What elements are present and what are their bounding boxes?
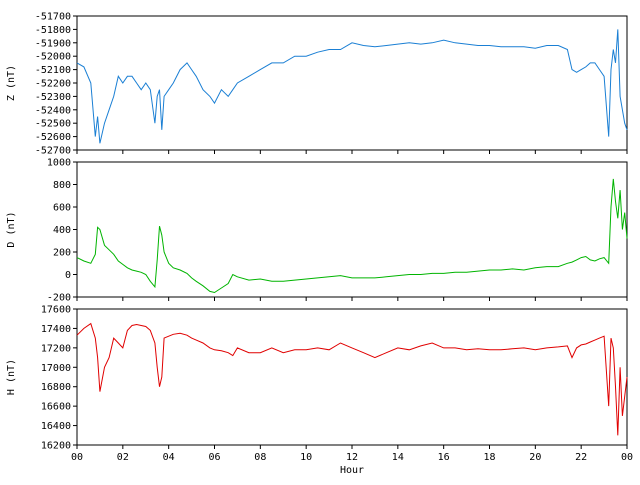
x-tick-label: 22 bbox=[575, 452, 587, 463]
h-ytick-label: 16200 bbox=[41, 441, 71, 452]
x-tick-label: 04 bbox=[163, 452, 175, 463]
z-ylabel: Z (nT) bbox=[6, 65, 17, 101]
x-tick-label: 00 bbox=[621, 452, 633, 463]
z-ytick-label: -51700 bbox=[35, 12, 71, 23]
h-panel-frame bbox=[76, 308, 628, 446]
z-ytick-label: -52500 bbox=[35, 119, 71, 130]
x-axis-label: Hour bbox=[340, 465, 364, 476]
h-ytick-label: 17000 bbox=[41, 363, 71, 374]
h-ytick-label: 16400 bbox=[41, 421, 71, 432]
z-ytick-label: -51900 bbox=[35, 38, 71, 49]
d-series-line bbox=[76, 178, 628, 294]
x-tick-label: 14 bbox=[392, 452, 404, 463]
x-tick-label: 06 bbox=[208, 452, 220, 463]
d-ylabel: D (nT) bbox=[6, 211, 17, 247]
d-ytick-label: 400 bbox=[53, 225, 71, 236]
z-ytick-label: -52000 bbox=[35, 52, 71, 63]
x-tick-label: 16 bbox=[438, 452, 450, 463]
x-tick-label: 00 bbox=[71, 452, 83, 463]
d-ytick-label: 1000 bbox=[47, 158, 71, 169]
d-ytick-label: -200 bbox=[47, 293, 71, 304]
d-ytick-label: 200 bbox=[53, 248, 71, 259]
z-ytick-label: -52300 bbox=[35, 92, 71, 103]
x-tick-label: 12 bbox=[346, 452, 358, 463]
h-ytick-label: 17600 bbox=[41, 305, 71, 316]
h-series-line bbox=[76, 322, 628, 436]
x-tick-label: 10 bbox=[300, 452, 312, 463]
z-ytick-label: -51800 bbox=[35, 25, 71, 36]
z-ytick-label: -52700 bbox=[35, 146, 71, 157]
d-ytick-label: 0 bbox=[65, 270, 71, 281]
z-series-line bbox=[76, 29, 628, 144]
z-ytick-label: -52100 bbox=[35, 65, 71, 76]
h-ytick-label: 16800 bbox=[41, 382, 71, 393]
h-ytick-label: 17400 bbox=[41, 324, 71, 335]
z-ytick-label: -52600 bbox=[35, 132, 71, 143]
h-ytick-label: 16600 bbox=[41, 402, 71, 413]
h-ytick-label: 17200 bbox=[41, 343, 71, 354]
x-tick-label: 02 bbox=[117, 452, 129, 463]
d-ytick-label: 800 bbox=[53, 180, 71, 191]
x-tick-label: 18 bbox=[483, 452, 495, 463]
z-panel-frame bbox=[76, 15, 628, 151]
z-ytick-label: -52200 bbox=[35, 79, 71, 90]
z-ytick-label: -52400 bbox=[35, 105, 71, 116]
h-ylabel: H (nT) bbox=[6, 359, 17, 395]
x-tick-label: 08 bbox=[254, 452, 266, 463]
d-ytick-label: 600 bbox=[53, 203, 71, 214]
x-tick-label: 20 bbox=[529, 452, 541, 463]
